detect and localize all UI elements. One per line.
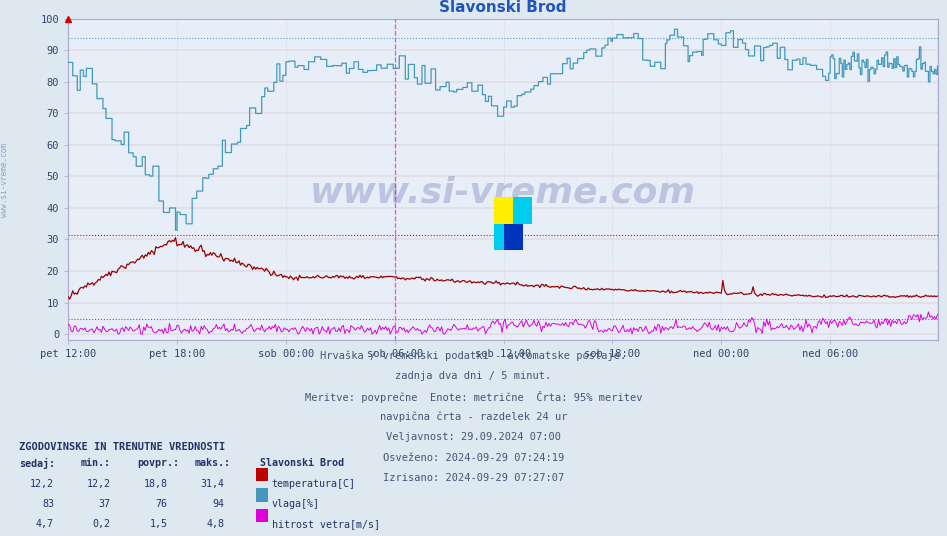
- Text: ZGODOVINSKE IN TRENUTNE VREDNOSTI: ZGODOVINSKE IN TRENUTNE VREDNOSTI: [19, 442, 225, 452]
- Text: Veljavnost: 29.09.2024 07:00: Veljavnost: 29.09.2024 07:00: [386, 433, 561, 442]
- Text: vlaga[%]: vlaga[%]: [272, 499, 320, 509]
- Text: temperatura[C]: temperatura[C]: [272, 479, 356, 489]
- Text: Slavonski Brod: Slavonski Brod: [260, 458, 345, 468]
- Text: 18,8: 18,8: [144, 479, 168, 489]
- Text: 37: 37: [98, 499, 111, 509]
- Text: 31,4: 31,4: [201, 479, 224, 489]
- Text: 12,2: 12,2: [87, 479, 111, 489]
- Text: 76: 76: [155, 499, 168, 509]
- Text: 1,5: 1,5: [150, 519, 168, 530]
- Text: www.si-vreme.com: www.si-vreme.com: [310, 175, 696, 210]
- Text: maks.:: maks.:: [194, 458, 230, 468]
- Text: Meritve: povprečne  Enote: metrične  Črta: 95% meritev: Meritve: povprečne Enote: metrične Črta:…: [305, 391, 642, 403]
- Bar: [494, 224, 504, 250]
- Text: povpr.:: povpr.:: [137, 458, 179, 468]
- Title: Slavonski Brod: Slavonski Brod: [439, 0, 566, 15]
- Text: www.si-vreme.com: www.si-vreme.com: [0, 143, 9, 217]
- Text: 12,2: 12,2: [30, 479, 54, 489]
- Text: Izrisano: 2024-09-29 07:27:07: Izrisano: 2024-09-29 07:27:07: [383, 473, 564, 483]
- Bar: [494, 197, 513, 224]
- Bar: [504, 224, 523, 250]
- Text: navpična črta - razdelek 24 ur: navpična črta - razdelek 24 ur: [380, 412, 567, 422]
- Text: 94: 94: [212, 499, 224, 509]
- Text: 4,7: 4,7: [36, 519, 54, 530]
- Text: Hrvaška / vremenski podatki - avtomatske postaje.: Hrvaška / vremenski podatki - avtomatske…: [320, 351, 627, 361]
- Text: 0,2: 0,2: [93, 519, 111, 530]
- Text: hitrost vetra[m/s]: hitrost vetra[m/s]: [272, 519, 380, 530]
- Bar: [513, 197, 532, 224]
- Text: 83: 83: [42, 499, 54, 509]
- Text: sedaj:: sedaj:: [19, 458, 55, 470]
- Text: min.:: min.:: [80, 458, 111, 468]
- Text: 4,8: 4,8: [206, 519, 224, 530]
- Text: zadnja dva dni / 5 minut.: zadnja dva dni / 5 minut.: [396, 371, 551, 381]
- Text: Osveženo: 2024-09-29 07:24:19: Osveženo: 2024-09-29 07:24:19: [383, 453, 564, 463]
